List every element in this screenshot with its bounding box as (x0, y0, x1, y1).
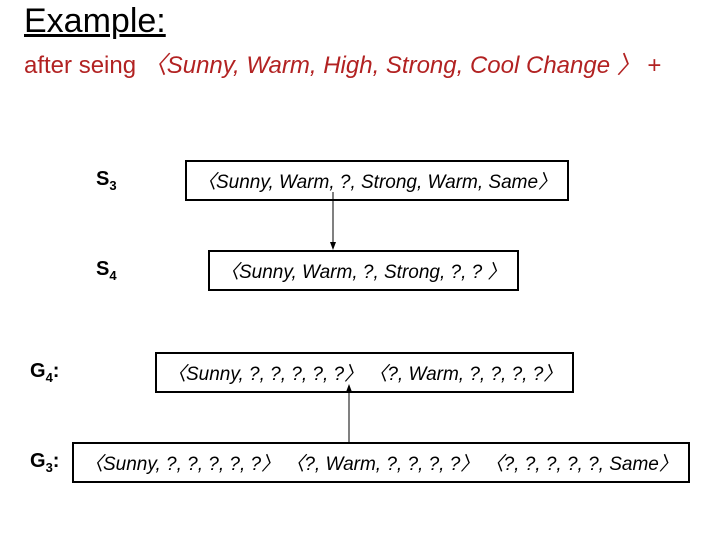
label-g4-colon: : (53, 360, 60, 382)
label-s3: S3 (96, 168, 117, 193)
label-s4: S4 (96, 258, 117, 283)
label-g3-colon: : (53, 450, 60, 472)
label-g4-main: G (30, 360, 46, 382)
label-g4: G4: (30, 360, 59, 385)
hypothesis-g3: 〈Sunny, ?, ?, ?, ?, ?〉 〈?, Warm, ?, ?, ?… (72, 442, 690, 483)
label-g3: G3: (30, 450, 59, 475)
hypothesis-s3: 〈Sunny, Warm, ?, Strong, Warm, Same〉 (185, 160, 569, 201)
label-g3-sub: 3 (46, 460, 53, 475)
example-instance: after seing 〈Sunny, Warm, High, Strong, … (24, 50, 664, 81)
page-title: Example: (24, 2, 166, 41)
label-s4-main: S (96, 258, 109, 280)
arrow-s3-to-s4 (330, 192, 336, 252)
hypothesis-s4: 〈Sunny, Warm, ?, Strong, ?, ? 〉 (208, 250, 519, 291)
label-g4-sub: 4 (46, 370, 53, 385)
label-s4-sub: 4 (109, 268, 116, 283)
arrow-g3-to-g4 (346, 384, 352, 444)
subtitle-prefix: after seing (24, 52, 143, 79)
label-s3-sub: 3 (109, 178, 116, 193)
label-g3-main: G (30, 450, 46, 472)
hypothesis-g4: 〈Sunny, ?, ?, ?, ?, ?〉 〈?, Warm, ?, ?, ?… (155, 352, 574, 393)
subtitle-instance: 〈Sunny, Warm, High, Strong, Cool Change … (143, 52, 641, 79)
subtitle-suffix: + (641, 52, 662, 79)
label-s3-main: S (96, 168, 109, 190)
